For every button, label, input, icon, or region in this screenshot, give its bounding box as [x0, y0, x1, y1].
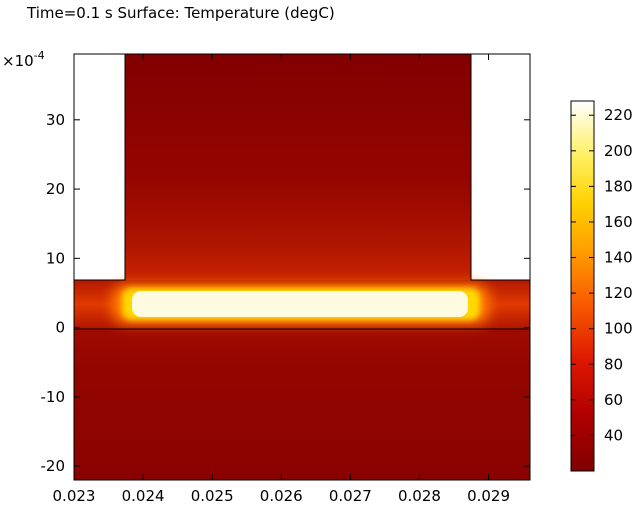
y-tick-label: 10 — [46, 249, 65, 267]
colorbar-label: 200 — [604, 142, 633, 160]
colorbar-label: 80 — [604, 355, 623, 373]
y-tick-label: -10 — [41, 388, 66, 406]
colorbar — [570, 100, 595, 472]
block-right-edge — [470, 54, 530, 281]
colorbar-axis: 220 200 180 160 140 120 100 80 60 40 — [571, 106, 633, 444]
block-left-edge — [74, 54, 126, 281]
colorbar-label: 120 — [604, 284, 633, 302]
y-tick-label: 20 — [46, 180, 65, 198]
colorbar-label: 140 — [604, 249, 633, 267]
y-axis: 30 20 10 0 -10 -20 — [41, 111, 530, 475]
colorbar-label: 100 — [604, 320, 633, 338]
plot-area — [74, 54, 530, 480]
x-tick-label: 0.027 — [329, 487, 372, 505]
substrate-region — [74, 329, 530, 480]
x-tick-label: 0.028 — [398, 487, 441, 505]
upper-block-region — [125, 54, 471, 280]
plot-title: Time=0.1 s Surface: Temperature (degC) — [27, 4, 335, 22]
x-tick-label: 0.026 — [260, 487, 303, 505]
y-tick-label: 0 — [55, 319, 65, 337]
x-tick-label: 0.029 — [467, 487, 510, 505]
x-tick-label: 0.024 — [122, 487, 165, 505]
colorbar-label: 180 — [604, 177, 633, 195]
colorbar-label: 60 — [604, 391, 623, 409]
x-tick-label: 0.023 — [53, 487, 96, 505]
colorbar-label: 220 — [604, 106, 633, 124]
colorbar-label: 160 — [604, 213, 633, 231]
hot-strip — [132, 291, 468, 317]
y-axis-multiplier: ×10-4 — [2, 49, 45, 70]
x-tick-label: 0.025 — [191, 487, 234, 505]
y-tick-label: -20 — [41, 457, 66, 475]
plot-frame — [73, 53, 531, 481]
colorbar-label: 40 — [604, 426, 623, 444]
x-axis: 0.023 0.024 0.025 0.026 0.027 0.028 0.029 — [53, 54, 510, 505]
y-tick-label: 30 — [46, 111, 65, 129]
